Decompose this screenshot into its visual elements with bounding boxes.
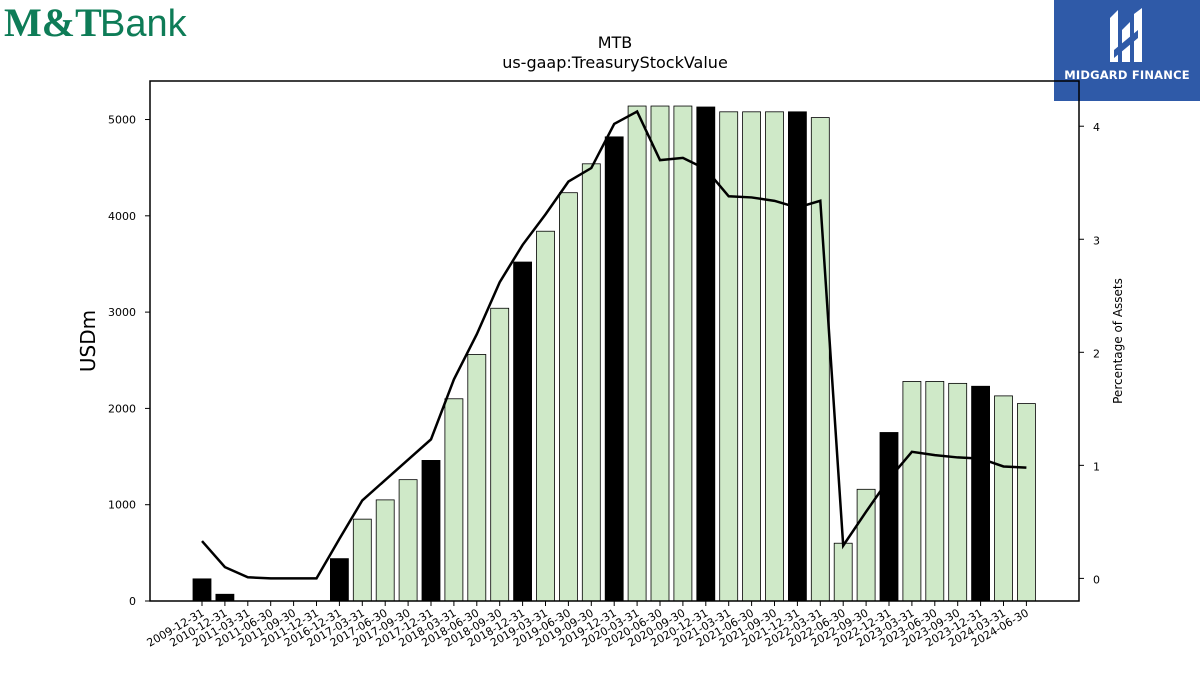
line-series [201, 109, 1027, 580]
bar-2017-12-31 [421, 460, 441, 602]
bar-2017-06-30 [375, 499, 395, 602]
y2-axis-label: Percentage of Assets [1111, 278, 1125, 404]
bar-2018-12-31 [513, 261, 532, 602]
bar-2019-06-30 [559, 192, 578, 602]
bar-2023-09-30 [948, 382, 968, 602]
midgard-finance-badge: MIDGARD FINANCE [1054, 0, 1200, 101]
y-axis-label: USDm [76, 310, 100, 372]
bar-2020-12-31 [696, 106, 716, 602]
bar-2023-06-30 [925, 381, 945, 602]
bar-2024-06-30 [1017, 403, 1036, 602]
y2-tick-label-1: 1 [1093, 460, 1100, 473]
bar-2019-09-30 [581, 163, 601, 602]
y-tick-label-1000: 1000 [108, 499, 136, 512]
y-tick-label-2000: 2000 [108, 402, 136, 415]
bar-2023-03-31 [902, 381, 922, 602]
midgard-logo-icon [1110, 8, 1142, 62]
y2-tick-label-2: 2 [1093, 347, 1100, 360]
y-tick-label-5000: 5000 [108, 114, 136, 127]
bar-2020-03-31 [627, 105, 647, 602]
bar-series [192, 105, 1036, 602]
mt-bank-logo: M&T Bank [4, 0, 188, 44]
chart-axes: 010002000300040005000012342009-12-312010… [108, 80, 1100, 650]
bar-2021-12-31 [788, 111, 807, 602]
logo-word-text: Bank [100, 3, 188, 44]
y-tick-label-0: 0 [129, 595, 136, 608]
bar-2021-03-31 [719, 111, 739, 602]
chart-subtitle: us-gaap:TreasuryStockValue [502, 53, 728, 72]
badge-label: MIDGARD FINANCE [1064, 68, 1190, 82]
bar-2018-09-30 [490, 307, 510, 602]
logo-mark-text: M&T [4, 0, 102, 44]
bar-2018-06-30 [467, 354, 487, 602]
y2-tick-label-4: 4 [1093, 121, 1100, 134]
bar-2019-03-31 [536, 230, 555, 602]
y-tick-label-4000: 4000 [108, 210, 136, 223]
bar-2022-12-31 [879, 432, 899, 602]
y2-tick-label-3: 3 [1093, 234, 1100, 247]
bar-2023-12-31 [971, 385, 990, 602]
y-tick-label-3000: 3000 [108, 306, 136, 319]
bar-2021-06-30 [742, 111, 761, 602]
bar-2021-09-30 [765, 111, 784, 602]
bar-2018-03-31 [444, 398, 464, 602]
bar-2017-03-31 [352, 518, 372, 602]
percentage-of-assets-line [201, 109, 1027, 580]
bar-2017-09-30 [398, 479, 418, 602]
bar-2022-03-31 [810, 117, 830, 602]
bar-2022-06-30 [833, 542, 853, 602]
bar-2009-12-31 [192, 578, 212, 602]
bar-2019-12-31 [604, 136, 624, 602]
bar-2010-12-31 [215, 593, 235, 602]
bar-2020-09-30 [673, 105, 693, 602]
bar-2022-09-30 [856, 488, 876, 602]
chart-title: MTB [598, 33, 633, 52]
bar-2016-12-31 [329, 558, 349, 602]
bar-2024-03-31 [994, 395, 1013, 602]
y2-tick-label-0: 0 [1093, 573, 1100, 586]
bar-2020-06-30 [650, 105, 670, 602]
